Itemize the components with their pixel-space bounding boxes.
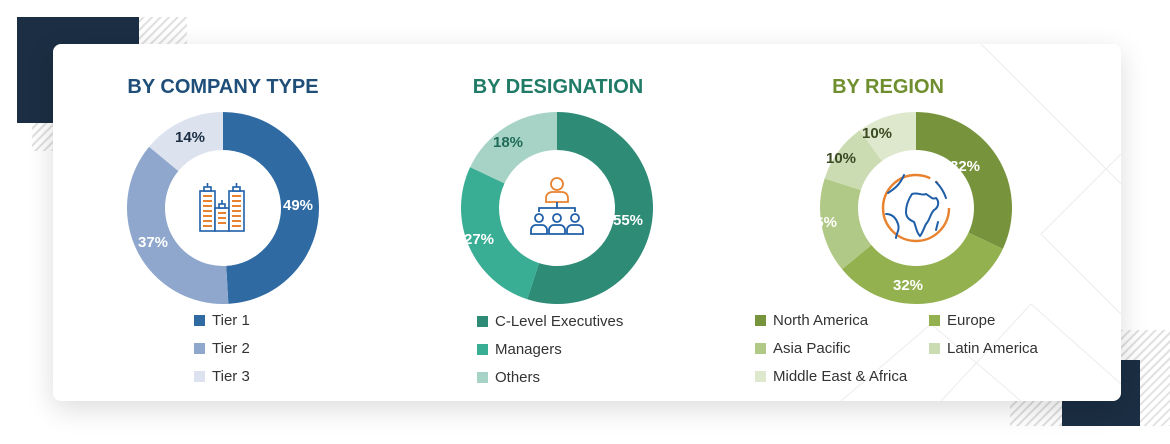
org-hierarchy-icon	[530, 177, 584, 235]
designation-title: BY DESIGNATION	[472, 76, 644, 98]
legend-swatch	[929, 314, 940, 326]
company-type-donut	[126, 111, 319, 305]
europe-slice[interactable]	[842, 232, 1003, 305]
legend-item-c-level: C-Level Executives	[477, 307, 623, 335]
north-america-percent: 32%	[950, 158, 981, 175]
legend-swatch	[194, 342, 205, 354]
latin-america-percent: 10%	[826, 150, 857, 167]
legend-swatch	[755, 370, 766, 382]
company-type-panel: BY COMPANY TYPE	[53, 44, 393, 401]
designation-donut	[461, 112, 653, 304]
region-title: BY REGION	[832, 76, 944, 98]
legend-item-managers: Managers	[477, 335, 623, 363]
middle-east-africa-percent: 10%	[862, 125, 893, 142]
latin-america-slice[interactable]	[824, 130, 882, 191]
legend-swatch	[477, 371, 488, 383]
asia-pacific-percent: 16%	[807, 214, 838, 231]
legend-item-tier-1: Tier 1	[194, 306, 250, 334]
company-type-legend: Tier 1 Tier 2 Tier 3	[194, 306, 250, 390]
tier-1-slice[interactable]	[223, 112, 319, 304]
designation-panel: BY DESIGNATION	[393, 44, 723, 401]
europe-percent: 32%	[893, 277, 924, 294]
north-america-slice[interactable]	[916, 112, 1012, 249]
globe-icon	[881, 173, 951, 243]
legend-item-tier-2: Tier 2	[194, 334, 250, 362]
middle-east-africa-slice[interactable]	[859, 112, 916, 162]
tier-2-slice[interactable]	[126, 146, 229, 305]
legend-item-tier-3: Tier 3	[194, 362, 250, 390]
region-panel: BY REGION	[723, 44, 1121, 401]
charts-card: BY COMPANY TYPE	[53, 44, 1121, 401]
c-level-percent: 55%	[613, 212, 644, 229]
designation-legend: C-Level Executives Managers Others	[477, 307, 623, 391]
legend-swatch	[929, 342, 940, 354]
legend-item-asia-pacific: Asia Pacific	[755, 334, 929, 362]
legend-swatch	[477, 315, 488, 327]
others-slice[interactable]	[470, 112, 557, 184]
tier-3-slice[interactable]	[149, 111, 223, 171]
tier-2-percent: 37%	[138, 234, 169, 251]
legend-item-others: Others	[477, 363, 623, 391]
company-type-title: BY COMPANY TYPE	[127, 76, 319, 98]
legend-swatch	[194, 314, 205, 326]
legend-swatch	[477, 343, 488, 355]
asia-pacific-slice[interactable]	[819, 178, 872, 270]
managers-percent: 27%	[464, 231, 495, 248]
tier-3-percent: 14%	[175, 129, 206, 146]
legend-swatch	[755, 314, 766, 326]
legend-item-latin-america: Latin America	[929, 334, 1055, 362]
tier-1-percent: 49%	[283, 197, 314, 214]
region-donut	[819, 112, 1012, 305]
legend-swatch	[194, 370, 205, 382]
legend-item-middle-east-africa: Middle East & Africa	[755, 362, 929, 390]
region-legend: North America Europe Asia Pacific Latin …	[755, 306, 1055, 390]
legend-swatch	[755, 342, 766, 354]
c-level-slice[interactable]	[527, 112, 653, 304]
legend-item-north-america: North America	[755, 306, 929, 334]
managers-slice[interactable]	[461, 167, 540, 300]
legend-item-europe: Europe	[929, 306, 1055, 334]
others-percent: 18%	[493, 134, 524, 151]
